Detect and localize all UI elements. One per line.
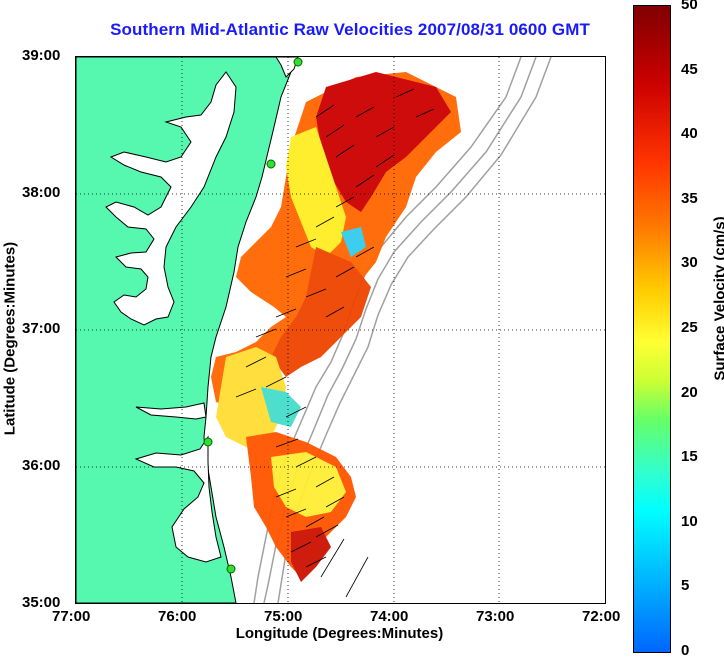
y-axis-label: Latitude (Degrees:Minutes) — [1, 241, 19, 436]
map-svg — [76, 57, 605, 603]
colorbar-tick: 50 — [681, 0, 698, 13]
colorbar-tick: 45 — [681, 61, 698, 78]
station-marker — [226, 564, 236, 574]
colorbar-label: Surface Velocity (cm/s) — [711, 216, 724, 381]
albemarle-sound — [135, 402, 207, 420]
y-tick: 37:00 — [22, 320, 61, 337]
y-tick: 36:00 — [22, 457, 61, 474]
y-tick: 39:00 — [22, 47, 61, 64]
x-axis-label: Longitude (Degrees:Minutes) — [235, 625, 444, 642]
colorbar-tick: 30 — [681, 254, 698, 271]
delaware-bay — [275, 57, 299, 78]
colorbar — [633, 5, 671, 653]
x-tick: 77:00 — [52, 608, 91, 625]
chesapeake-bay — [105, 71, 237, 326]
x-tick: 75:00 — [264, 608, 303, 625]
land-mass — [76, 57, 299, 603]
colorbar-tick: 0 — [681, 642, 690, 659]
pamlico-sound — [134, 435, 222, 563]
x-tick: 74:00 — [370, 608, 409, 625]
station-marker — [203, 437, 213, 447]
station-marker — [293, 57, 303, 67]
y-tick: 35:00 — [22, 594, 61, 611]
station-marker — [266, 159, 276, 169]
colorbar-tick: 40 — [681, 125, 698, 142]
x-tick: 76:00 — [158, 608, 197, 625]
x-tick: 72:00 — [582, 608, 621, 625]
colorbar-tick: 15 — [681, 448, 698, 465]
map-title: Southern Mid-Atlantic Raw Velocities 200… — [110, 20, 590, 39]
y-tick: 38:00 — [22, 184, 61, 201]
colorbar-tick: 25 — [681, 319, 698, 336]
x-tick: 73:00 — [476, 608, 515, 625]
colorbar-tick: 5 — [681, 577, 690, 594]
colorbar-tick: 20 — [681, 384, 698, 401]
velocity-arrows — [235, 88, 435, 598]
colorbar-tick: 10 — [681, 513, 698, 530]
colorbar-tick: 35 — [681, 190, 698, 207]
velocity-field — [211, 72, 461, 582]
map-plot-area — [75, 56, 606, 604]
grid — [76, 57, 605, 603]
radar-stations — [203, 57, 303, 574]
